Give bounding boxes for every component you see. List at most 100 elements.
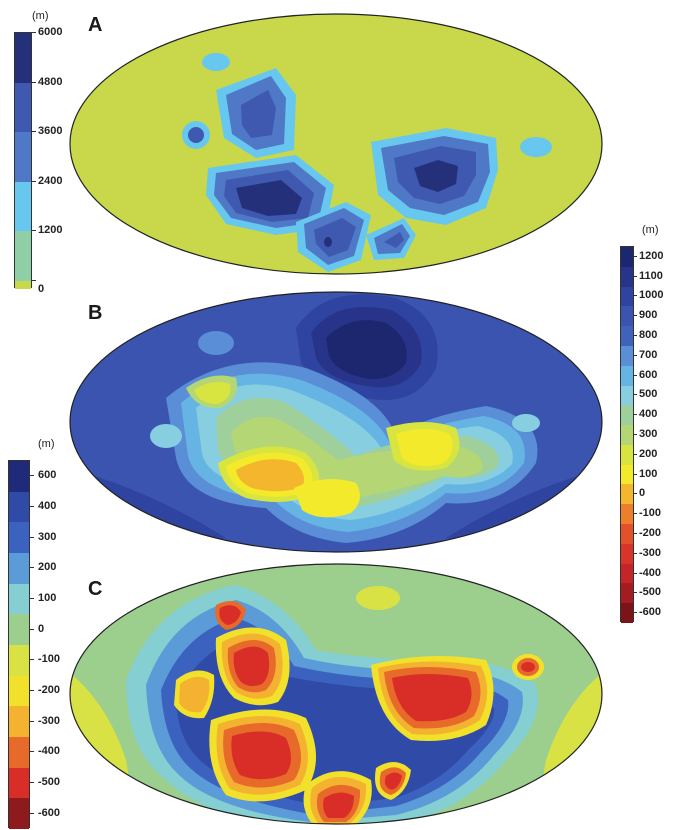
legend-b-tick-mark bbox=[634, 532, 637, 534]
legend-b-swatch bbox=[621, 524, 633, 545]
legend-b-tick-mark bbox=[634, 255, 637, 257]
legend-b-swatch bbox=[621, 365, 633, 387]
legend-c-tick-mark bbox=[30, 690, 34, 691]
legend-b-swatch bbox=[621, 425, 633, 446]
legend-b-tick-label: -400 bbox=[639, 566, 662, 579]
legend-c-colorbar bbox=[8, 460, 30, 830]
panel-label-b: B bbox=[88, 302, 103, 324]
legend-b-tick-label: 500 bbox=[639, 388, 658, 401]
legend-b: (m) 1200 1100 1000 900 800 700 600 500 400 300 200… bbox=[614, 220, 678, 624]
legend-a-tick-label: 1200 bbox=[38, 224, 63, 237]
legend-b-tick-label: 1000 bbox=[639, 289, 664, 302]
legend-c-tick-mark bbox=[30, 812, 34, 814]
legend-a-swatch bbox=[15, 281, 31, 289]
legend-b-colorbar bbox=[620, 246, 634, 624]
legend-b-tick-label: 0 bbox=[639, 487, 646, 500]
legend-a-swatch bbox=[15, 82, 31, 133]
legend-b-tick-mark bbox=[634, 394, 637, 396]
legend-c-tick-mark bbox=[30, 720, 34, 722]
legend-c-tick-mark bbox=[30, 659, 34, 661]
legend-a-tick-mark bbox=[32, 180, 36, 182]
legend-a-tick-mark bbox=[32, 230, 36, 232]
legend-c-swatch bbox=[9, 706, 29, 738]
legend-b-swatch bbox=[621, 543, 633, 565]
legend-c-tick-label: -400 bbox=[38, 745, 61, 758]
legend-a-tick-mark bbox=[32, 81, 36, 83]
legend-b-tick-mark bbox=[634, 414, 637, 416]
legend-b-tick-mark bbox=[634, 513, 637, 515]
legend-c-unit: (m) bbox=[38, 438, 55, 450]
legend-c-tick-label: 300 bbox=[38, 530, 57, 543]
legend-b-tick-mark bbox=[634, 572, 637, 574]
legend-c-tick-mark bbox=[30, 536, 34, 538]
legend-b-tick-label: 600 bbox=[639, 368, 658, 381]
legend-c-tick-label: -300 bbox=[38, 714, 61, 727]
legend-c: (m) 600 400 300 200 100 0 -100 -200 -300 -400 -500… bbox=[6, 434, 70, 830]
legend-c-tick-mark bbox=[30, 475, 34, 477]
legend-b-tick-label: 700 bbox=[639, 348, 658, 361]
legend-b-unit: (m) bbox=[642, 224, 659, 236]
legend-c-tick-label: 100 bbox=[38, 592, 57, 604]
legend-b-tick-label: 200 bbox=[639, 447, 658, 460]
legend-b-tick-mark bbox=[634, 275, 637, 277]
legend-b-swatch bbox=[621, 247, 633, 268]
legend-a-tick-mark bbox=[32, 32, 36, 33]
legend-b-tick-label: -500 bbox=[639, 586, 662, 599]
legend-c-swatch bbox=[9, 491, 29, 523]
legend-c-tick-label: 200 bbox=[38, 561, 57, 574]
legend-b-tick-mark bbox=[634, 612, 637, 614]
legend-b-tick-label: -200 bbox=[639, 526, 662, 539]
legend-b-tick-label: 400 bbox=[639, 408, 658, 421]
legend-a-tick-label: 0 bbox=[38, 283, 45, 295]
legend-b-swatch bbox=[621, 385, 633, 406]
legend-b-tick-mark bbox=[634, 354, 637, 356]
legend-b-tick-mark bbox=[634, 335, 637, 337]
legend-b-swatch bbox=[621, 563, 633, 584]
legend-b-tick-label: -600 bbox=[639, 606, 662, 619]
legend-c-tick-label: 0 bbox=[38, 622, 45, 635]
legend-b-tick-label: 800 bbox=[639, 329, 658, 342]
legend-b-swatch bbox=[621, 326, 633, 347]
legend-b-swatch bbox=[621, 484, 633, 505]
legend-b-swatch bbox=[621, 603, 633, 624]
legend-b-swatch bbox=[621, 504, 633, 525]
legend-b-tick-mark bbox=[634, 374, 637, 376]
legend-c-tick-mark bbox=[30, 506, 34, 507]
legend-a-tick-mark bbox=[32, 131, 36, 133]
legend-c-swatch bbox=[9, 767, 29, 799]
legend-a-colorbar bbox=[14, 32, 32, 289]
legend-b-swatch bbox=[621, 266, 633, 288]
legend-a-swatch bbox=[15, 231, 31, 282]
legend-b-tick-mark bbox=[634, 315, 637, 317]
legend-c-tick-mark bbox=[30, 598, 34, 599]
legend-c-tick-label: -500 bbox=[38, 776, 61, 788]
legend-c-tick-label: 400 bbox=[38, 500, 57, 512]
legend-b-swatch bbox=[621, 306, 633, 327]
legend-b-swatch bbox=[621, 405, 633, 426]
legend-b-tick-label: 300 bbox=[639, 428, 658, 440]
legend-c-swatch bbox=[9, 645, 29, 677]
legend-c-swatch bbox=[9, 522, 29, 554]
legend-b-tick-label: 1100 bbox=[639, 269, 663, 282]
legend-b-tick-mark bbox=[634, 434, 637, 435]
legend-c-tick-label: 600 bbox=[38, 469, 57, 482]
legend-c-swatch bbox=[9, 798, 29, 830]
legend-b-tick-label: 100 bbox=[639, 467, 658, 480]
legend-b-tick-label: -100 bbox=[639, 507, 662, 520]
legend-b-swatch bbox=[621, 345, 633, 367]
legend-c-tick-label: -200 bbox=[38, 684, 61, 696]
legend-b-tick-label: 1200 bbox=[639, 249, 664, 262]
legend-b-tick-mark bbox=[634, 552, 637, 554]
legend-b-swatch bbox=[621, 464, 633, 485]
legend-b-tick-mark bbox=[634, 493, 637, 495]
legend-c-tick-label: -600 bbox=[38, 806, 61, 819]
legend-b-tick-mark bbox=[634, 592, 637, 594]
legend-c-tick-label: -100 bbox=[38, 653, 61, 666]
legend-a-tick-label: 2400 bbox=[38, 174, 63, 187]
legend-b-tick-mark bbox=[634, 295, 637, 297]
legend-c-swatch bbox=[9, 583, 29, 615]
legend-a-tick-mark bbox=[32, 280, 36, 281]
legend-c-tick-mark bbox=[30, 567, 34, 569]
legend-c-swatch bbox=[9, 553, 29, 585]
legend-a-tick-label: 4800 bbox=[38, 75, 63, 88]
